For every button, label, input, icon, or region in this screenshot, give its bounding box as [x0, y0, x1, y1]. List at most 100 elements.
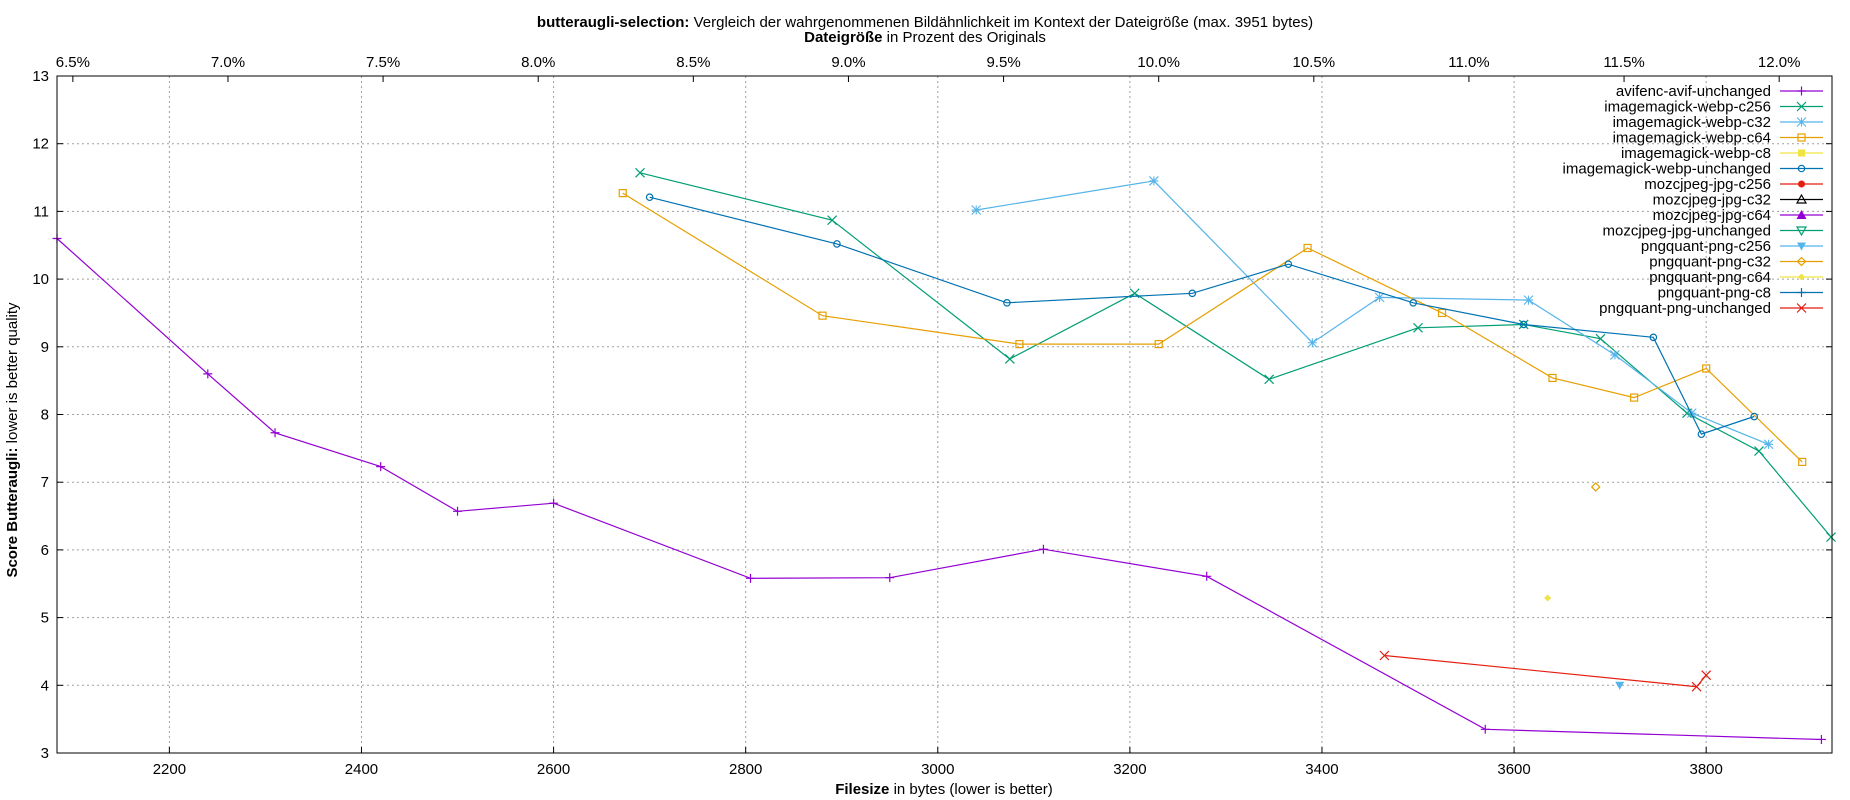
data-point-imagemagick-webp-unchanged [1003, 298, 1011, 307]
x-axis-ticks: 2200 2400 2600 2800 3000 3200 3400 3600 3800 [153, 747, 1723, 778]
legend-item: pngquant-png-c8 [1658, 285, 1823, 302]
x-tick-label: 3600 [1497, 761, 1530, 778]
x2-tick-label: 8.5% [676, 54, 710, 71]
y-tick-label: 10 [32, 271, 49, 288]
series-pngquant-png-c32 [1590, 482, 1601, 492]
x2-tick-label: 11.5% [1603, 54, 1644, 71]
data-point-imagemagick-webp-c64 [1015, 339, 1024, 349]
data-point-avifenc-avif-unchanged [549, 498, 559, 508]
data-point-imagemagick-webp-c32 [971, 205, 982, 215]
chart-title: butteraugli-selection: Vergleich der wah… [537, 14, 1313, 31]
data-point-imagemagick-webp-c32 [1149, 176, 1159, 186]
chart-subtitle: Dateigröße in Prozent des Originals [804, 29, 1046, 46]
data-point-imagemagick-webp-c32 [1523, 295, 1534, 305]
legend-marker [1798, 149, 1805, 157]
legend-label: pngquant-png-c256 [1641, 238, 1771, 255]
data-point-imagemagick-webp-c256 [827, 215, 838, 226]
x-tick-label: 2200 [153, 761, 186, 778]
data-point-imagemagick-webp-c64 [1798, 457, 1807, 466]
x-tick-label: 2600 [537, 761, 570, 778]
legend-label: pngquant-png-c8 [1658, 285, 1771, 302]
legend-label: pngquant-png-c64 [1649, 269, 1771, 286]
x-tick-label: 3200 [1113, 761, 1146, 778]
data-point-imagemagick-webp-unchanged [1697, 430, 1706, 438]
data-point-imagemagick-webp-c64 [1303, 243, 1312, 253]
data-point-imagemagick-webp-c256 [1413, 322, 1423, 333]
data-point-avifenc-avif-unchanged [376, 462, 386, 472]
data-point-imagemagick-webp-c64 [1548, 373, 1557, 383]
y-tick-label: 4 [41, 677, 49, 694]
data-point-imagemagick-webp-unchanged [645, 193, 654, 201]
y-tick-label: 13 [32, 68, 49, 85]
data-point-imagemagick-webp-c64 [618, 189, 627, 198]
data-point-avifenc-avif-unchanged [1038, 544, 1048, 554]
legend-item: imagemagick-webp-c8 [1621, 145, 1823, 162]
legend-item: mozcjpeg-jpg-c32 [1653, 192, 1823, 209]
data-point-imagemagick-webp-unchanged [1188, 289, 1197, 298]
legend-label: mozcjpeg-jpg-c256 [1644, 176, 1771, 193]
legend-label: mozcjpeg-jpg-c64 [1653, 207, 1771, 224]
legend-marker [1796, 256, 1807, 267]
legend-label: pngquant-png-c32 [1649, 254, 1771, 271]
x2-tick-label: 8.0% [521, 54, 555, 71]
y-tick-label: 6 [41, 542, 49, 559]
legend-marker [1796, 210, 1807, 219]
x-tick-label: 3400 [1305, 761, 1338, 778]
legend-marker [1795, 226, 1808, 237]
data-point-avifenc-avif-unchanged [1816, 734, 1826, 744]
legend-label: imagemagick-webp-c8 [1621, 145, 1771, 162]
data-point-avifenc-avif-unchanged [1480, 724, 1490, 734]
series-avifenc-avif-unchanged [52, 233, 1826, 744]
data-point-avifenc-avif-unchanged [745, 573, 755, 583]
plot-frame [56, 75, 1833, 754]
legend-marker [1798, 273, 1805, 281]
data-point-imagemagick-webp-c64 [1437, 308, 1447, 318]
data-point-avifenc-avif-unchanged [203, 369, 213, 379]
data-point-imagemagick-webp-c256 [1595, 333, 1606, 344]
y-tick-label: 3 [41, 745, 49, 762]
legend-item: imagemagick-webp-c64 [1613, 130, 1823, 147]
x2-tick-label: 7.5% [366, 54, 400, 71]
legend-item: pngquant-png-c32 [1649, 254, 1823, 271]
legend-marker [1796, 117, 1807, 127]
legend-label: mozcjpeg-jpg-unchanged [1603, 223, 1771, 240]
data-point-imagemagick-webp-c64 [818, 311, 827, 320]
data-point-avifenc-avif-unchanged [270, 428, 280, 438]
legend-marker [1797, 133, 1806, 142]
x-tick-label: 2800 [729, 761, 762, 778]
legend-label: imagemagick-webp-c256 [1604, 99, 1771, 116]
series-line-imagemagick-webp-c32 [976, 180, 1769, 445]
legend-marker [1796, 101, 1807, 112]
data-point-pngquant-png-unchanged [1701, 670, 1712, 681]
data-point-pngquant-png-c64 [1544, 594, 1552, 602]
data-point-imagemagick-webp-unchanged [1519, 320, 1528, 329]
x2-tick-label: 12.0% [1758, 54, 1801, 71]
x2-tick-label: 7.0% [211, 54, 245, 71]
data-point-imagemagick-webp-c256 [635, 167, 645, 178]
data-point-imagemagick-webp-unchanged [1649, 333, 1658, 342]
legend-marker [1795, 193, 1808, 204]
legend-item: imagemagick-webp-c256 [1604, 99, 1823, 116]
data-point-imagemagick-webp-c64 [1154, 339, 1163, 349]
legend-label: imagemagick-webp-c32 [1613, 114, 1771, 131]
data-point-imagemagick-webp-unchanged [1284, 260, 1293, 269]
y-tick-label: 12 [32, 136, 49, 153]
legend-marker [1797, 242, 1806, 251]
data-point-avifenc-avif-unchanged [885, 573, 895, 583]
series-line-pngquant-png-unchanged [1384, 654, 1707, 688]
series-imagemagick-webp-unchanged [645, 193, 1758, 438]
data-point-imagemagick-webp-c64 [1630, 393, 1639, 402]
legend-marker [1796, 303, 1807, 313]
data-point-avifenc-avif-unchanged [453, 506, 463, 516]
y-tick-label: 9 [41, 339, 49, 356]
data-point-pngquant-png-unchanged [1691, 681, 1702, 692]
x2-tick-label: 9.5% [986, 54, 1020, 71]
y-tick-label: 8 [41, 407, 49, 424]
data-point-imagemagick-webp-c64 [1702, 364, 1711, 373]
data-point-imagemagick-webp-unchanged [1409, 298, 1418, 307]
data-point-pngquant-png-c32 [1590, 482, 1601, 492]
legend-label: imagemagick-webp-unchanged [1563, 161, 1771, 178]
y-tick-label: 11 [33, 203, 49, 220]
